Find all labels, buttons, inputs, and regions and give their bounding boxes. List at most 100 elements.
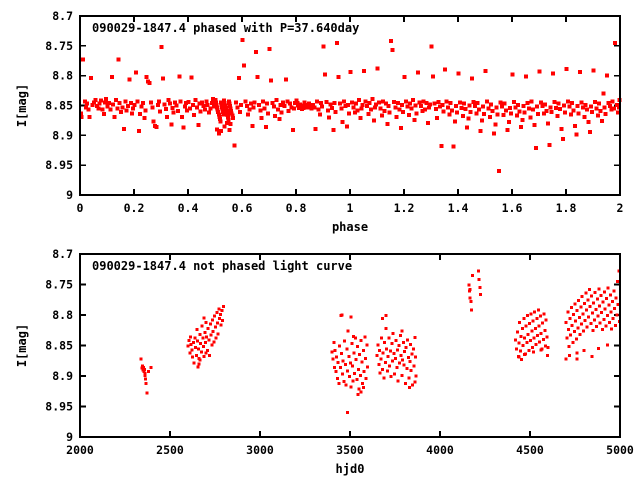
data-point xyxy=(144,377,148,381)
data-point xyxy=(577,298,581,302)
data-point xyxy=(224,108,229,113)
data-point xyxy=(414,355,418,359)
data-point xyxy=(398,361,402,365)
data-point xyxy=(494,105,499,110)
x-tick-label: 0.8 xyxy=(286,201,307,215)
data-point xyxy=(97,101,102,106)
data-point xyxy=(252,100,257,105)
data-point xyxy=(505,127,510,132)
data-point xyxy=(576,326,580,330)
data-point xyxy=(349,385,353,389)
data-point xyxy=(213,314,217,318)
data-point xyxy=(463,107,468,112)
data-point xyxy=(363,356,367,360)
data-point xyxy=(523,353,527,357)
x-tick-label: 1.4 xyxy=(448,201,469,215)
data-point xyxy=(545,121,550,126)
data-point xyxy=(199,342,203,346)
data-point xyxy=(248,101,253,106)
data-point xyxy=(596,101,601,106)
y-tick-label: 8.95 xyxy=(45,400,73,414)
data-point xyxy=(423,107,428,112)
data-point xyxy=(205,102,210,107)
data-point xyxy=(266,111,271,116)
data-point xyxy=(527,106,532,111)
data-point xyxy=(243,99,248,104)
data-point xyxy=(128,101,133,106)
data-point xyxy=(85,101,90,106)
data-point xyxy=(401,340,405,344)
data-point xyxy=(272,114,277,119)
data-point xyxy=(381,351,385,355)
data-point xyxy=(578,333,582,337)
data-point xyxy=(477,278,481,282)
data-point xyxy=(536,111,541,116)
data-point xyxy=(594,106,599,111)
data-point xyxy=(359,390,363,394)
data-point xyxy=(142,367,146,371)
data-point xyxy=(102,100,107,105)
data-point xyxy=(616,105,621,110)
data-point xyxy=(352,351,356,355)
data-point xyxy=(470,273,474,277)
data-point xyxy=(117,101,122,106)
data-point xyxy=(204,340,208,344)
data-point xyxy=(347,111,352,116)
data-point xyxy=(351,379,355,383)
data-point xyxy=(223,103,228,108)
data-point xyxy=(298,102,303,107)
data-point xyxy=(517,355,521,359)
data-point xyxy=(201,104,206,109)
data-point xyxy=(329,105,334,110)
data-point xyxy=(131,106,136,111)
data-point xyxy=(127,77,132,82)
data-point xyxy=(545,335,549,339)
data-point xyxy=(229,111,234,116)
data-point xyxy=(293,101,298,106)
data-point xyxy=(358,373,362,377)
data-point xyxy=(596,314,600,318)
data-point xyxy=(166,98,171,103)
data-point xyxy=(501,113,506,118)
data-point xyxy=(207,338,211,342)
data-point xyxy=(588,104,593,109)
data-point xyxy=(529,99,534,104)
data-point xyxy=(380,99,385,104)
data-point xyxy=(169,122,174,127)
data-point xyxy=(170,105,175,110)
data-point xyxy=(217,114,222,119)
data-point xyxy=(551,71,556,76)
data-point xyxy=(176,108,181,113)
data-point xyxy=(89,76,94,81)
data-point xyxy=(335,376,339,380)
data-point xyxy=(588,304,592,308)
data-point xyxy=(271,104,276,109)
data-point xyxy=(568,317,572,321)
data-point xyxy=(581,105,586,110)
data-point xyxy=(403,381,407,385)
data-point xyxy=(593,99,598,104)
data-point xyxy=(340,120,345,125)
data-point xyxy=(515,347,518,351)
data-point xyxy=(399,102,404,107)
data-point xyxy=(197,101,202,106)
data-point xyxy=(347,354,351,358)
x-tick-label: 4500 xyxy=(516,443,544,457)
data-point xyxy=(285,99,290,104)
data-point xyxy=(173,100,178,105)
data-point xyxy=(361,348,365,352)
data-point xyxy=(605,297,609,301)
data-point xyxy=(534,104,539,109)
data-point xyxy=(606,286,610,290)
data-point xyxy=(321,44,326,49)
data-point xyxy=(264,101,269,106)
data-point xyxy=(216,332,220,336)
data-point xyxy=(135,99,140,104)
data-point xyxy=(374,102,379,107)
data-point xyxy=(434,116,439,121)
data-point xyxy=(113,98,118,103)
y-tick-label: 8.75 xyxy=(45,278,73,292)
data-point xyxy=(401,110,406,115)
data-point xyxy=(320,104,325,109)
